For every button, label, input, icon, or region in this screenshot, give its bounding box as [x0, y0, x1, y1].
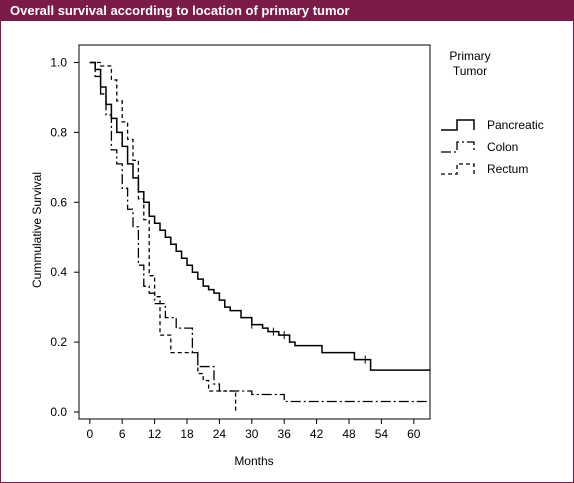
x-axis: 0 6 12 18 24 30 36 42 48 54 60	[86, 419, 421, 441]
x-tick-label: 42	[310, 427, 324, 441]
legend-label-pancreatic: Pancreatic	[487, 118, 544, 132]
x-tick-label: 12	[148, 427, 162, 441]
y-tick-label: 0.6	[50, 195, 67, 209]
series-line-pancreatic	[89, 61, 430, 371]
x-tick-label: 60	[407, 427, 421, 441]
y-axis-label: Cummulative Survival	[30, 172, 44, 288]
x-tick-label: 6	[119, 427, 126, 441]
y-tick-label: 0.2	[50, 335, 67, 349]
x-axis-label: Months	[234, 454, 273, 468]
y-tick-label: 0.8	[50, 125, 67, 139]
x-tick-label: 24	[213, 427, 227, 441]
series-layer	[89, 61, 430, 413]
title-bar: Overall survival according to location o…	[1, 1, 573, 21]
legend-label-colon: Colon	[487, 140, 518, 154]
legend-swatch-rectum	[441, 163, 475, 175]
legend-label-rectum: Rectum	[487, 162, 528, 176]
y-tick-label: 1.0	[50, 55, 67, 69]
series-line-colon	[89, 61, 430, 403]
legend-swatch-colon	[441, 141, 475, 153]
x-tick-label: 54	[375, 427, 389, 441]
legend-title-line-1: Primary	[449, 49, 490, 63]
x-tick-label: 18	[180, 427, 194, 441]
legend-title-line-2: Tumor	[453, 64, 487, 78]
plot-area	[78, 44, 431, 420]
x-tick-label: 48	[342, 427, 356, 441]
legend-swatch-pancreatic	[441, 119, 475, 131]
y-axis: 0.0 0.2 0.4 0.6 0.8 1.0	[50, 55, 79, 419]
figure-title: Overall survival according to location o…	[10, 3, 350, 18]
series-line-rectum	[89, 61, 237, 413]
x-tick-label: 0	[86, 427, 93, 441]
x-tick-label: 36	[278, 427, 292, 441]
legend: Primary Tumor Pancreatic Colon Rectum	[441, 49, 544, 176]
x-tick-label: 30	[245, 427, 259, 441]
y-tick-label: 0.0	[50, 405, 67, 419]
y-tick-label: 0.4	[50, 265, 67, 279]
